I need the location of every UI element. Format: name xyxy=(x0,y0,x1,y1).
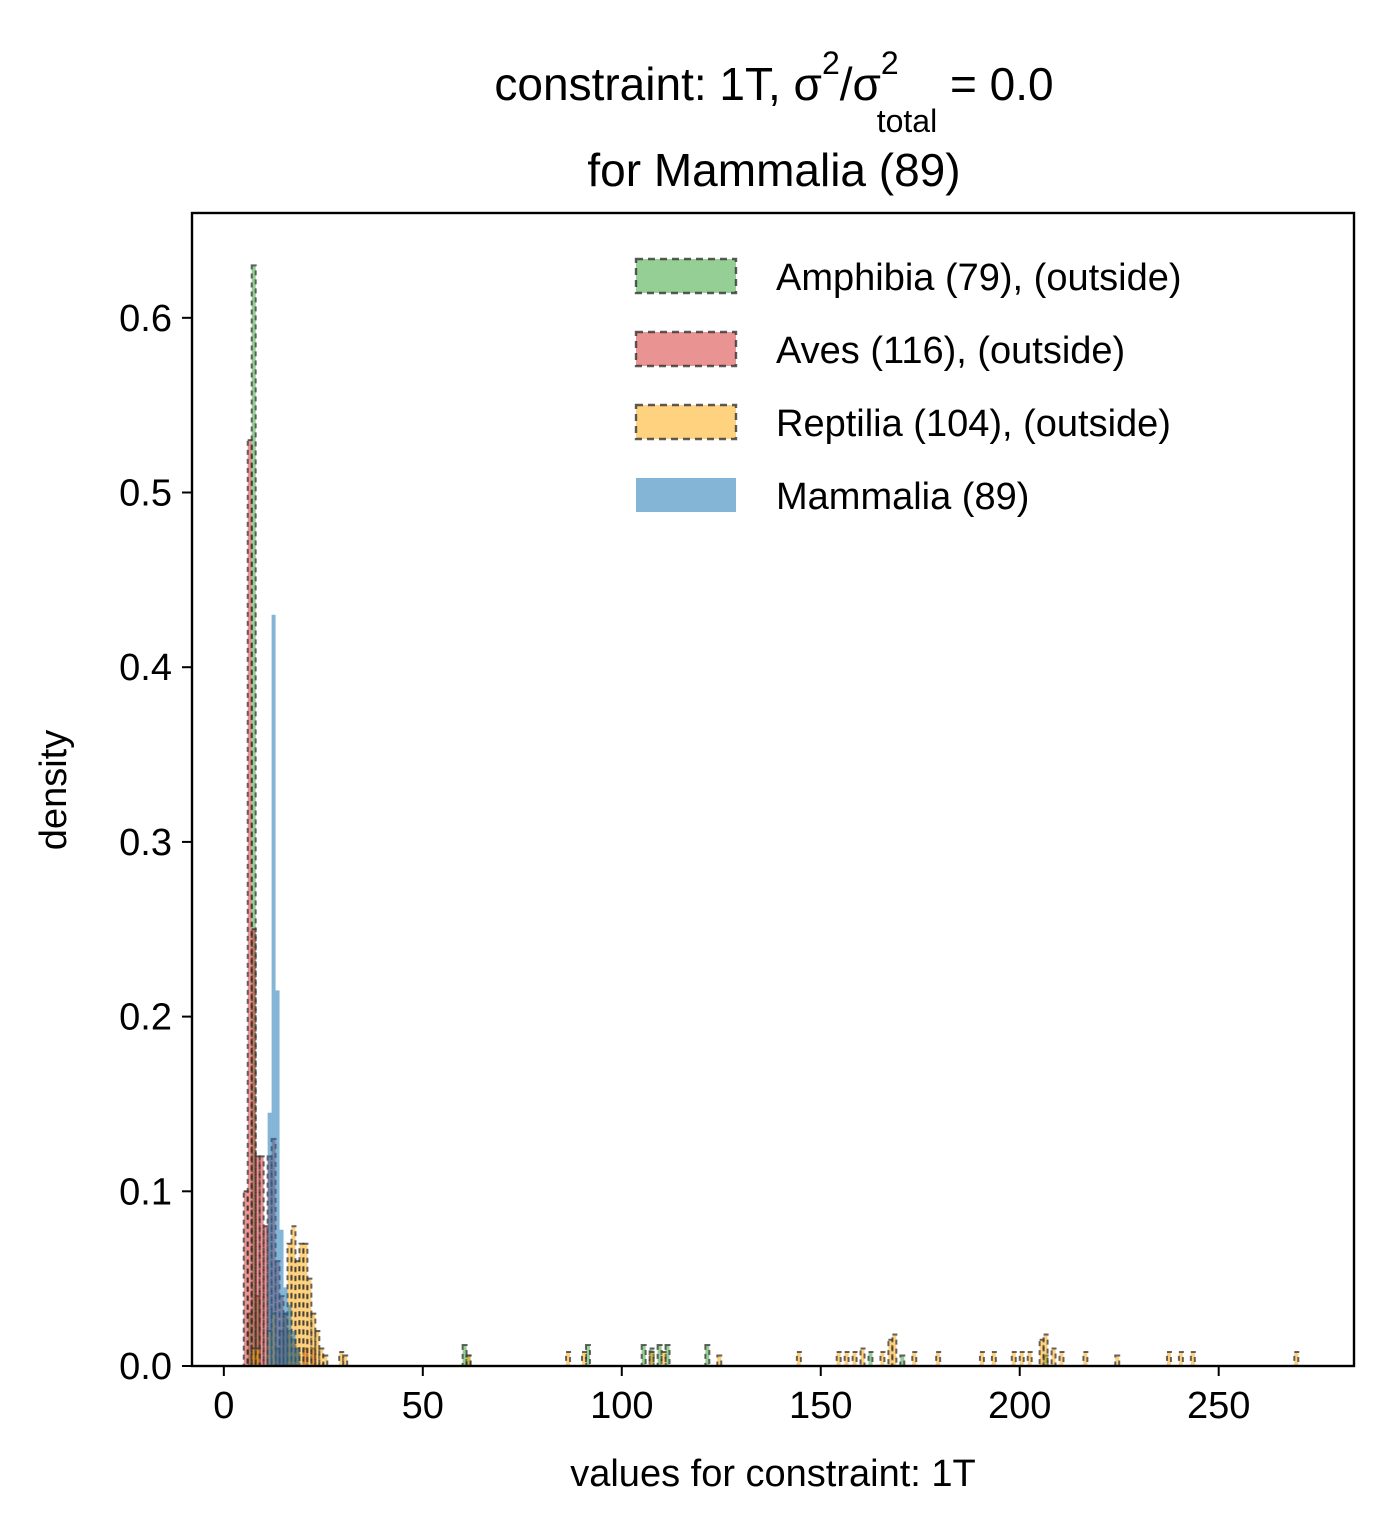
histogram-bar xyxy=(1018,1351,1025,1368)
histogram-bar xyxy=(660,1351,667,1368)
x-tick-label: 0 xyxy=(213,1385,234,1427)
histogram-bar xyxy=(1042,1333,1049,1368)
histogram-bar xyxy=(580,1351,587,1368)
legend-swatch xyxy=(636,478,736,512)
histogram-bar xyxy=(267,1112,272,1366)
legend-label: Aves (116), (outside) xyxy=(776,330,1125,372)
histogram-bar xyxy=(342,1354,349,1368)
histogram-bar xyxy=(843,1351,850,1368)
y-tick-label: 0.5 xyxy=(119,473,172,515)
legend-label: Reptilia (104), (outside) xyxy=(776,403,1171,445)
histogram-bar xyxy=(704,1344,711,1368)
histogram-bar xyxy=(716,1354,723,1368)
histogram-bar xyxy=(310,1312,317,1368)
plot-frame xyxy=(190,211,1356,1368)
histogram-bar xyxy=(1058,1351,1065,1368)
histogram-bar xyxy=(461,1344,468,1368)
legend-label: Mammalia (89) xyxy=(776,476,1029,518)
legend-label: Amphibia (79), (outside) xyxy=(776,257,1182,299)
histogram-bar xyxy=(584,1344,591,1368)
y-tick-label: 0.2 xyxy=(119,997,172,1039)
legend-swatch xyxy=(634,257,738,295)
series-4 xyxy=(267,614,300,1366)
histogram-bar xyxy=(322,1354,329,1368)
y-axis-label: density xyxy=(33,730,75,850)
x-axis-ticks: 0 50 100 150 200 250 xyxy=(213,1366,1250,1427)
x-tick-label: 200 xyxy=(988,1385,1051,1427)
histogram-bar xyxy=(254,1347,261,1367)
histogram-bar xyxy=(656,1344,663,1368)
chart-title-line2: for Mammalia (89) xyxy=(587,144,960,196)
chart-title-line1: constraint: 1T, σ2/σ2 total = 0.0 xyxy=(494,45,1053,139)
histogram-bar xyxy=(911,1351,918,1368)
y-tick-label: 0.1 xyxy=(119,1171,172,1213)
histogram-bar xyxy=(275,990,280,1366)
x-axis-label: values for constraint: 1T xyxy=(570,1453,976,1495)
x-tick-label: 100 xyxy=(590,1385,653,1427)
histogram-bar xyxy=(565,1351,572,1368)
histogram-bar xyxy=(990,1351,997,1368)
y-tick-label: 0.4 xyxy=(119,647,172,689)
histogram-bar xyxy=(859,1347,866,1367)
y-tick-label: 0.6 xyxy=(119,298,172,340)
histogram-bar xyxy=(1082,1351,1089,1368)
histogram-bar xyxy=(465,1354,472,1368)
x-tick-label: 250 xyxy=(1187,1385,1250,1427)
bars-layer xyxy=(242,264,1300,1368)
legend-swatch xyxy=(634,330,738,368)
histogram-bar xyxy=(867,1351,874,1368)
histogram-bar xyxy=(1026,1351,1033,1368)
histogram-bar xyxy=(283,1287,288,1366)
histogram-bar xyxy=(1189,1351,1196,1368)
histogram-bar xyxy=(1293,1351,1300,1368)
histogram-bar xyxy=(879,1351,886,1368)
histogram-bar xyxy=(935,1351,942,1368)
histogram-bar xyxy=(254,1155,261,1368)
y-tick-label: 0.0 xyxy=(119,1346,172,1388)
histogram-bar xyxy=(1114,1354,1121,1368)
histogram-bar xyxy=(271,614,276,1366)
histogram-bar xyxy=(287,1304,292,1366)
histogram-bar xyxy=(295,1348,300,1366)
histogram-bar xyxy=(1165,1351,1172,1368)
histogram-bar xyxy=(835,1351,842,1368)
y-axis-ticks: 0.0 0.1 0.2 0.3 0.4 0.5 0.6 xyxy=(119,298,192,1388)
histogram-bar xyxy=(899,1354,906,1368)
histogram-bar xyxy=(279,1229,284,1366)
histogram-bar xyxy=(1010,1351,1017,1368)
histogram-bar xyxy=(648,1351,655,1368)
series-3 xyxy=(250,1225,1300,1368)
histogram-bar xyxy=(291,1331,296,1366)
histogram-bar xyxy=(978,1351,985,1368)
histogram-bar xyxy=(1038,1338,1045,1367)
x-tick-label: 150 xyxy=(789,1385,852,1427)
histogram-bar xyxy=(246,439,253,1367)
histogram-bar xyxy=(851,1351,858,1368)
x-tick-label: 50 xyxy=(402,1385,444,1427)
histogram-bar xyxy=(640,1344,647,1368)
legend: Amphibia (79), (outside) Aves (116), (out… xyxy=(634,257,1182,518)
histogram-bar xyxy=(891,1333,898,1368)
legend-swatch xyxy=(634,403,738,441)
histogram-bar xyxy=(664,1344,671,1368)
y-tick-label: 0.3 xyxy=(119,822,172,864)
histogram-bar xyxy=(795,1351,802,1368)
plot-area: 0 50 100 150 200 250 0.0 0.1 0.2 0.3 0.4 0.5 0.6 xyxy=(119,211,1356,1427)
histogram-bar xyxy=(887,1338,894,1367)
histogram-bar xyxy=(1177,1351,1184,1368)
histogram-bar xyxy=(1050,1347,1057,1367)
